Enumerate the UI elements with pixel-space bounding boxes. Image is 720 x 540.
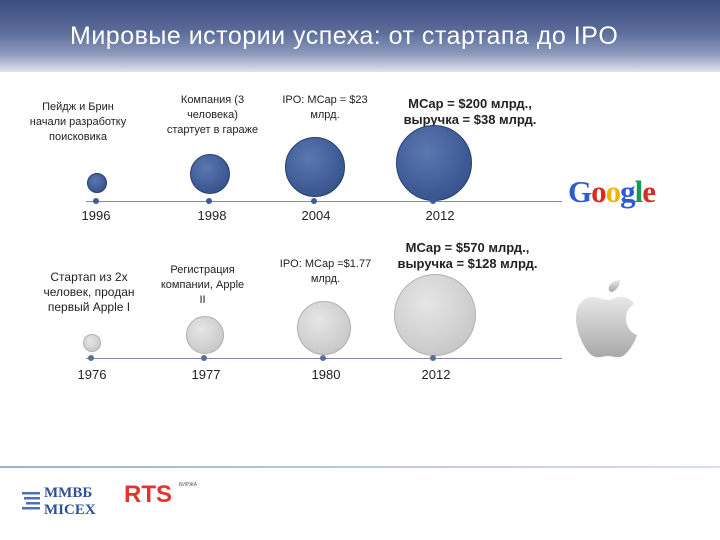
rts-logo-text: RTS	[124, 481, 172, 508]
google-year-1996: 1996	[81, 208, 111, 223]
google-year-2012: 2012	[425, 208, 455, 223]
rts-logo: RTS БИРЖА	[124, 481, 198, 508]
apple-circle-2012	[394, 274, 476, 356]
apple-circle-1980	[297, 301, 351, 355]
google-label-2004: IPO: MCap = $23 млрд.	[282, 94, 368, 121]
apple-label-2012: MCap = $570 млрд., выручка = $128 млрд.	[397, 240, 538, 271]
google-circle-2012	[396, 125, 472, 201]
apple-tick-1977	[201, 355, 207, 361]
google-label-1996: Пейдж и Брин начали разработку поисковик…	[29, 101, 127, 143]
apple-tick-1980	[320, 355, 326, 361]
google-tick-1996	[93, 198, 99, 204]
google-tick-2004	[311, 198, 317, 204]
google-circle-2004	[285, 137, 345, 197]
apple-tick-1976	[88, 355, 94, 361]
google-logo: Google	[568, 174, 656, 210]
google-logo-letter-g2: g	[620, 174, 635, 209]
page-title: Мировые истории успеха: от стартапа до I…	[70, 22, 619, 50]
apple-year-2012: 2012	[421, 367, 451, 382]
apple-label-1976: Стартап из 2х человек, продан первый App…	[43, 270, 135, 314]
apple-label-1980: IPO: MCap =$1.77 млрд.	[279, 258, 372, 285]
google-logo-letter-e: e	[642, 174, 656, 209]
header-banner	[0, 0, 720, 72]
google-label-1998: Компания (3 человека) стартует в гараже	[166, 94, 259, 136]
apple-year-1980: 1980	[311, 367, 341, 382]
apple-tick-2012	[430, 355, 436, 361]
footer-divider	[0, 466, 720, 468]
google-logo-letter-l: l	[634, 174, 644, 209]
apple-logo-icon	[576, 280, 637, 358]
google-year-2004: 2004	[301, 208, 331, 223]
rts-logo-sub: БИРЖА	[179, 482, 198, 488]
google-timeline-axis	[86, 201, 562, 202]
micex-logo: ММВБ MICEX	[22, 485, 96, 518]
google-logo-letter-g: G	[568, 174, 592, 209]
apple-year-1976: 1976	[77, 367, 107, 382]
google-circle-1998	[190, 154, 230, 194]
micex-logo-line2: MICEX	[44, 502, 96, 518]
google-tick-2012	[430, 198, 436, 204]
apple-year-1977: 1977	[191, 367, 221, 382]
apple-circle-1976	[83, 334, 101, 352]
apple-label-1977: Регистрация компании, Apple II	[160, 264, 245, 306]
google-circle-1996	[87, 173, 107, 193]
micex-logo-line1: ММВБ	[44, 485, 92, 501]
google-logo-letter-o1: o	[591, 174, 606, 209]
google-logo-letter-o2: o	[605, 174, 621, 209]
google-label-2012: MCap = $200 млрд., выручка = $38 млрд.	[403, 96, 537, 127]
google-tick-1998	[206, 198, 212, 204]
google-year-1998: 1998	[197, 208, 227, 223]
apple-circle-1977	[186, 316, 224, 354]
